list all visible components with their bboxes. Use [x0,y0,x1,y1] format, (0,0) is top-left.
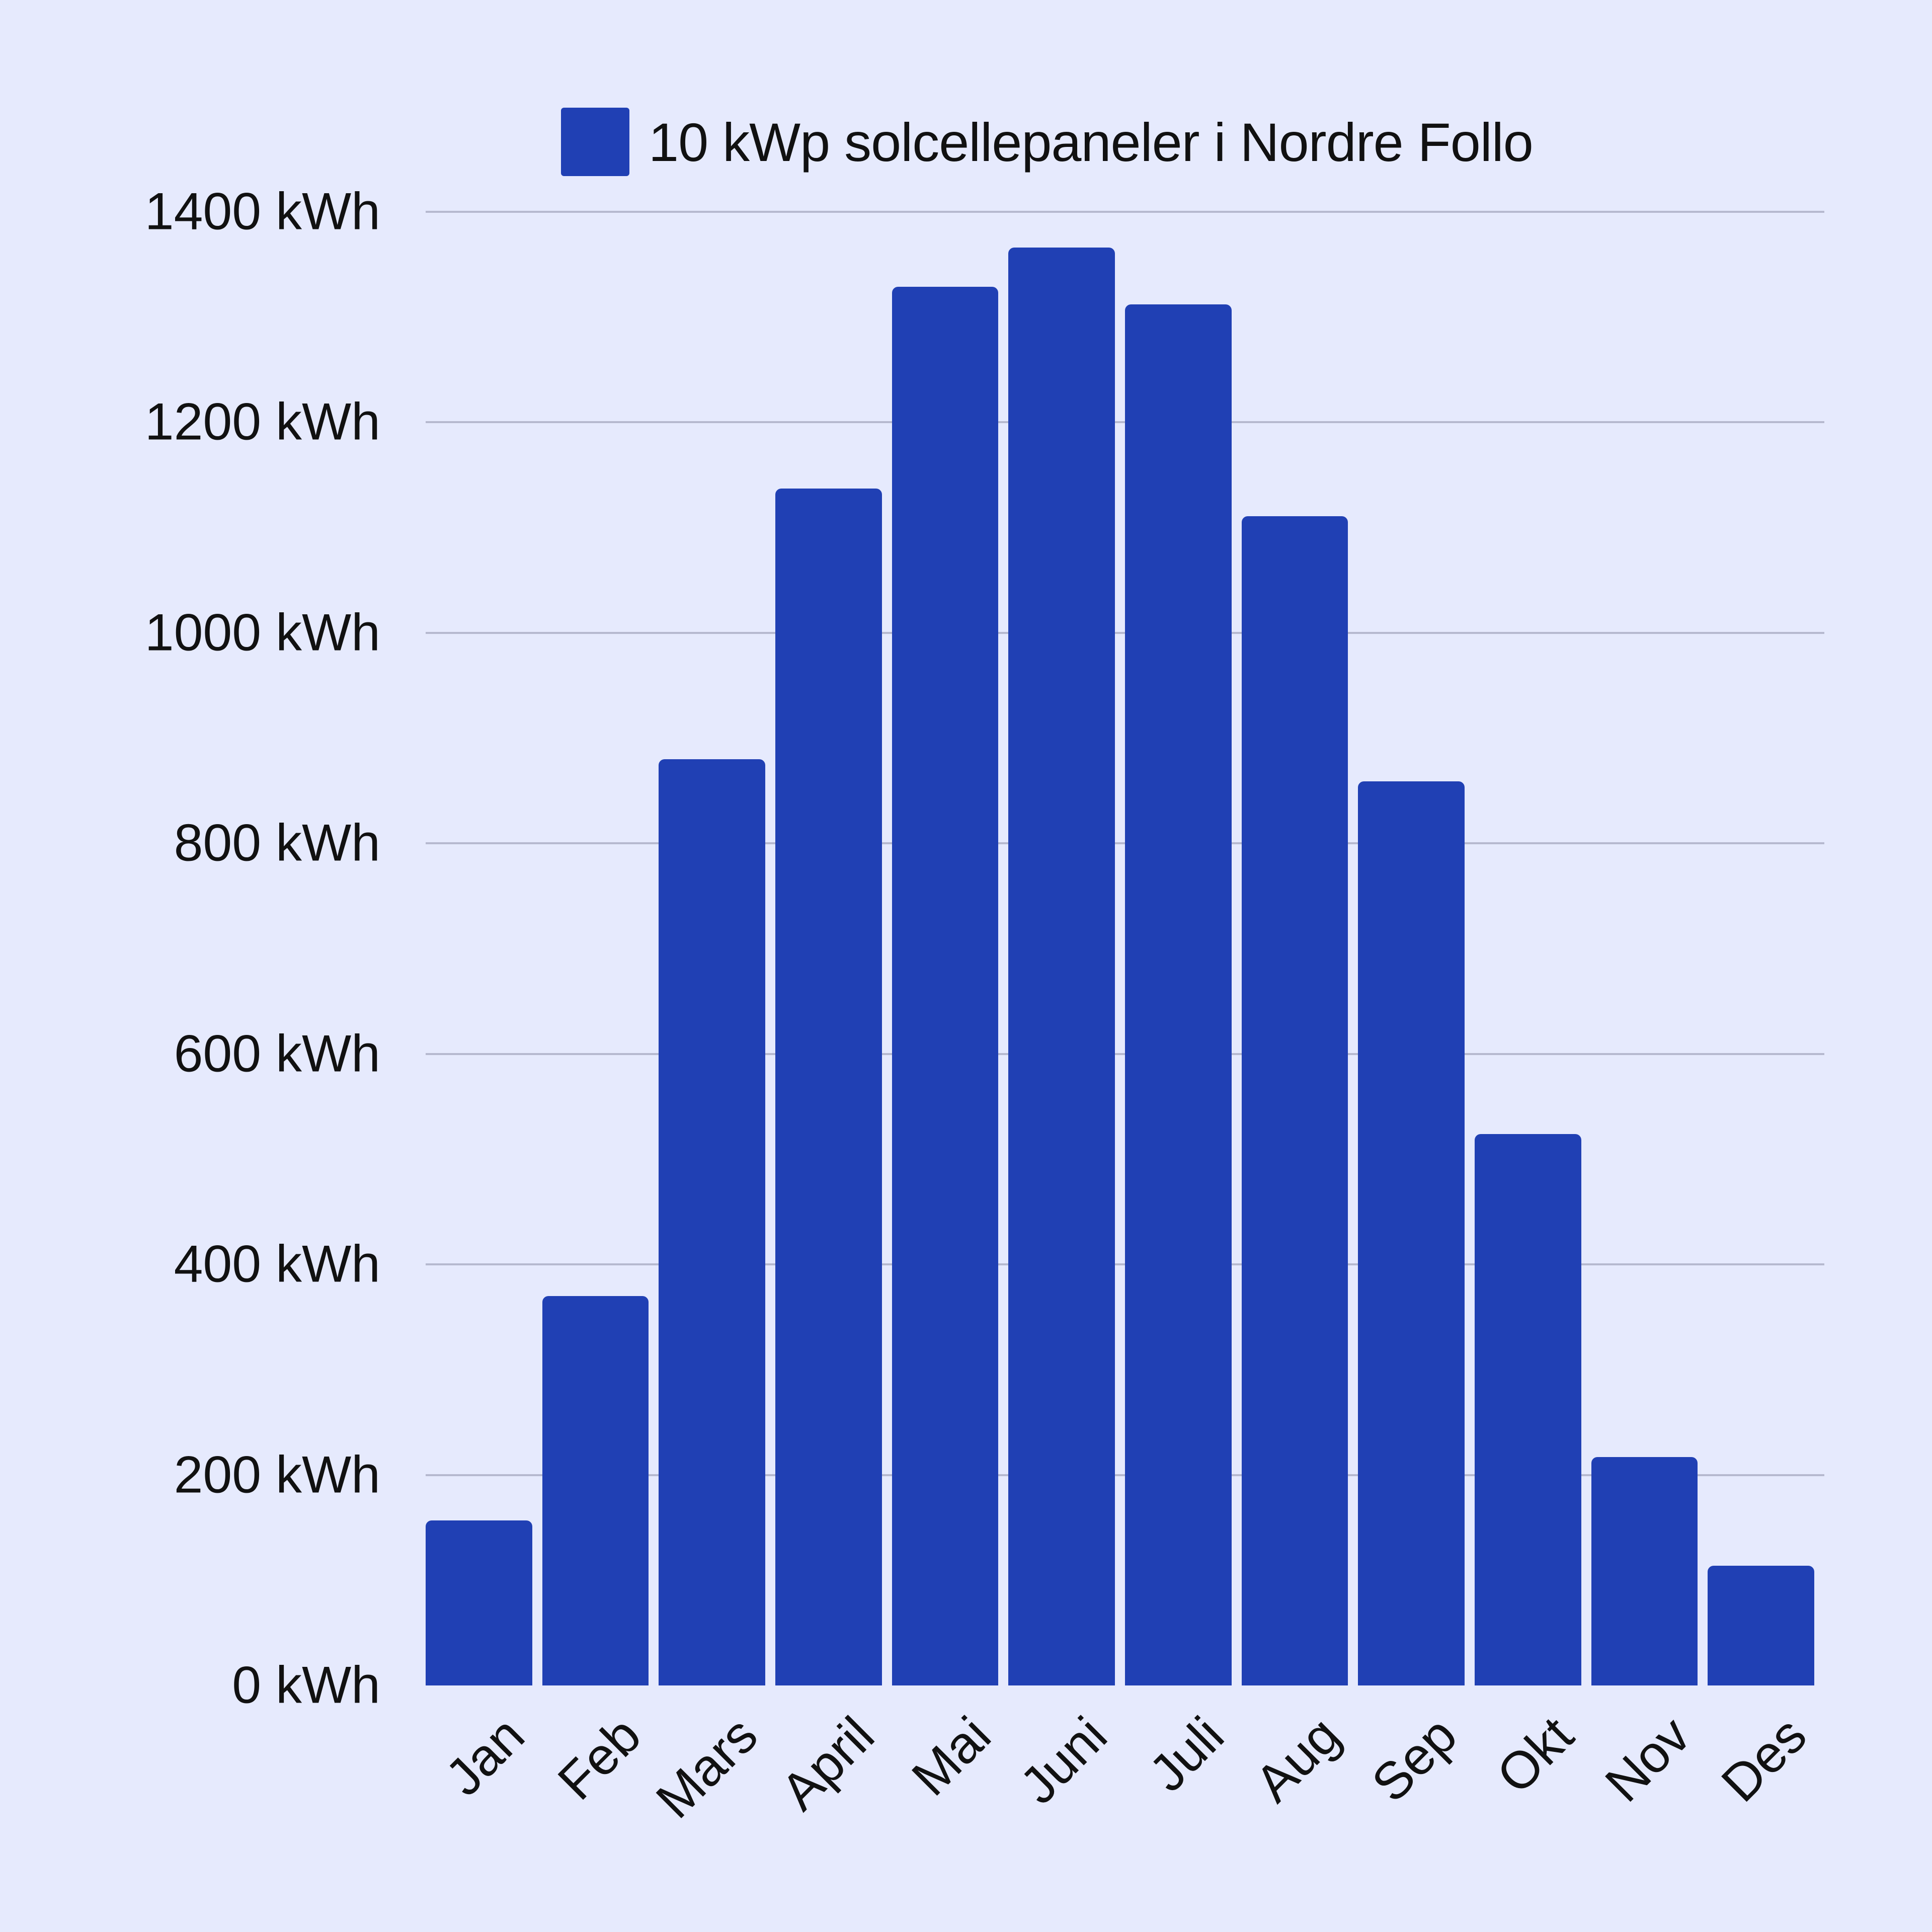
x-tick-label: Aug [1244,1706,1352,1813]
grid-line [426,211,1824,213]
legend-label: 10 kWp solcellepaneler i Nordre Follo [649,111,1534,173]
bar-april [775,489,882,1685]
bar-feb [542,1296,649,1685]
x-tick-label: Des [1711,1706,1818,1813]
x-tick-label: Juni [1009,1706,1118,1815]
bar-aug [1241,516,1348,1685]
bar-des [1708,1565,1814,1685]
y-tick-label: 200 kWh [174,1445,380,1504]
legend-swatch [561,108,629,176]
bar-nov [1591,1457,1698,1685]
y-tick-label: 1400 kWh [144,182,380,241]
x-tick-label: Juli [1138,1706,1235,1803]
y-tick-label: 1200 kWh [144,392,380,451]
x-tick-label: Jan [434,1706,536,1807]
bar-mars [659,759,765,1685]
chart-legend: 10 kWp solcellepaneler i Nordre Follo [561,107,1534,177]
bar-jan [426,1520,532,1685]
bar-juni [1008,248,1115,1685]
y-tick-label: 400 kWh [174,1235,380,1294]
x-tick-label: Sep [1361,1706,1468,1813]
x-tick-label: Okt [1486,1706,1585,1805]
x-tick-label: April [770,1706,886,1821]
y-tick-label: 600 kWh [174,1024,380,1083]
bar-okt [1475,1134,1581,1685]
x-tick-label: Feb [547,1706,653,1811]
y-tick-label: 1000 kWh [144,603,380,662]
y-tick-label: 0 kWh [232,1656,380,1715]
y-tick-label: 800 kWh [174,814,380,872]
bar-sep [1358,781,1465,1685]
bar-juli [1125,304,1232,1685]
x-tick-label: Mars [645,1706,769,1830]
x-tick-label: Nov [1594,1706,1702,1813]
plot-area [426,211,1824,1685]
x-tick-label: Mai [901,1706,1002,1807]
bar-mai [892,286,999,1685]
